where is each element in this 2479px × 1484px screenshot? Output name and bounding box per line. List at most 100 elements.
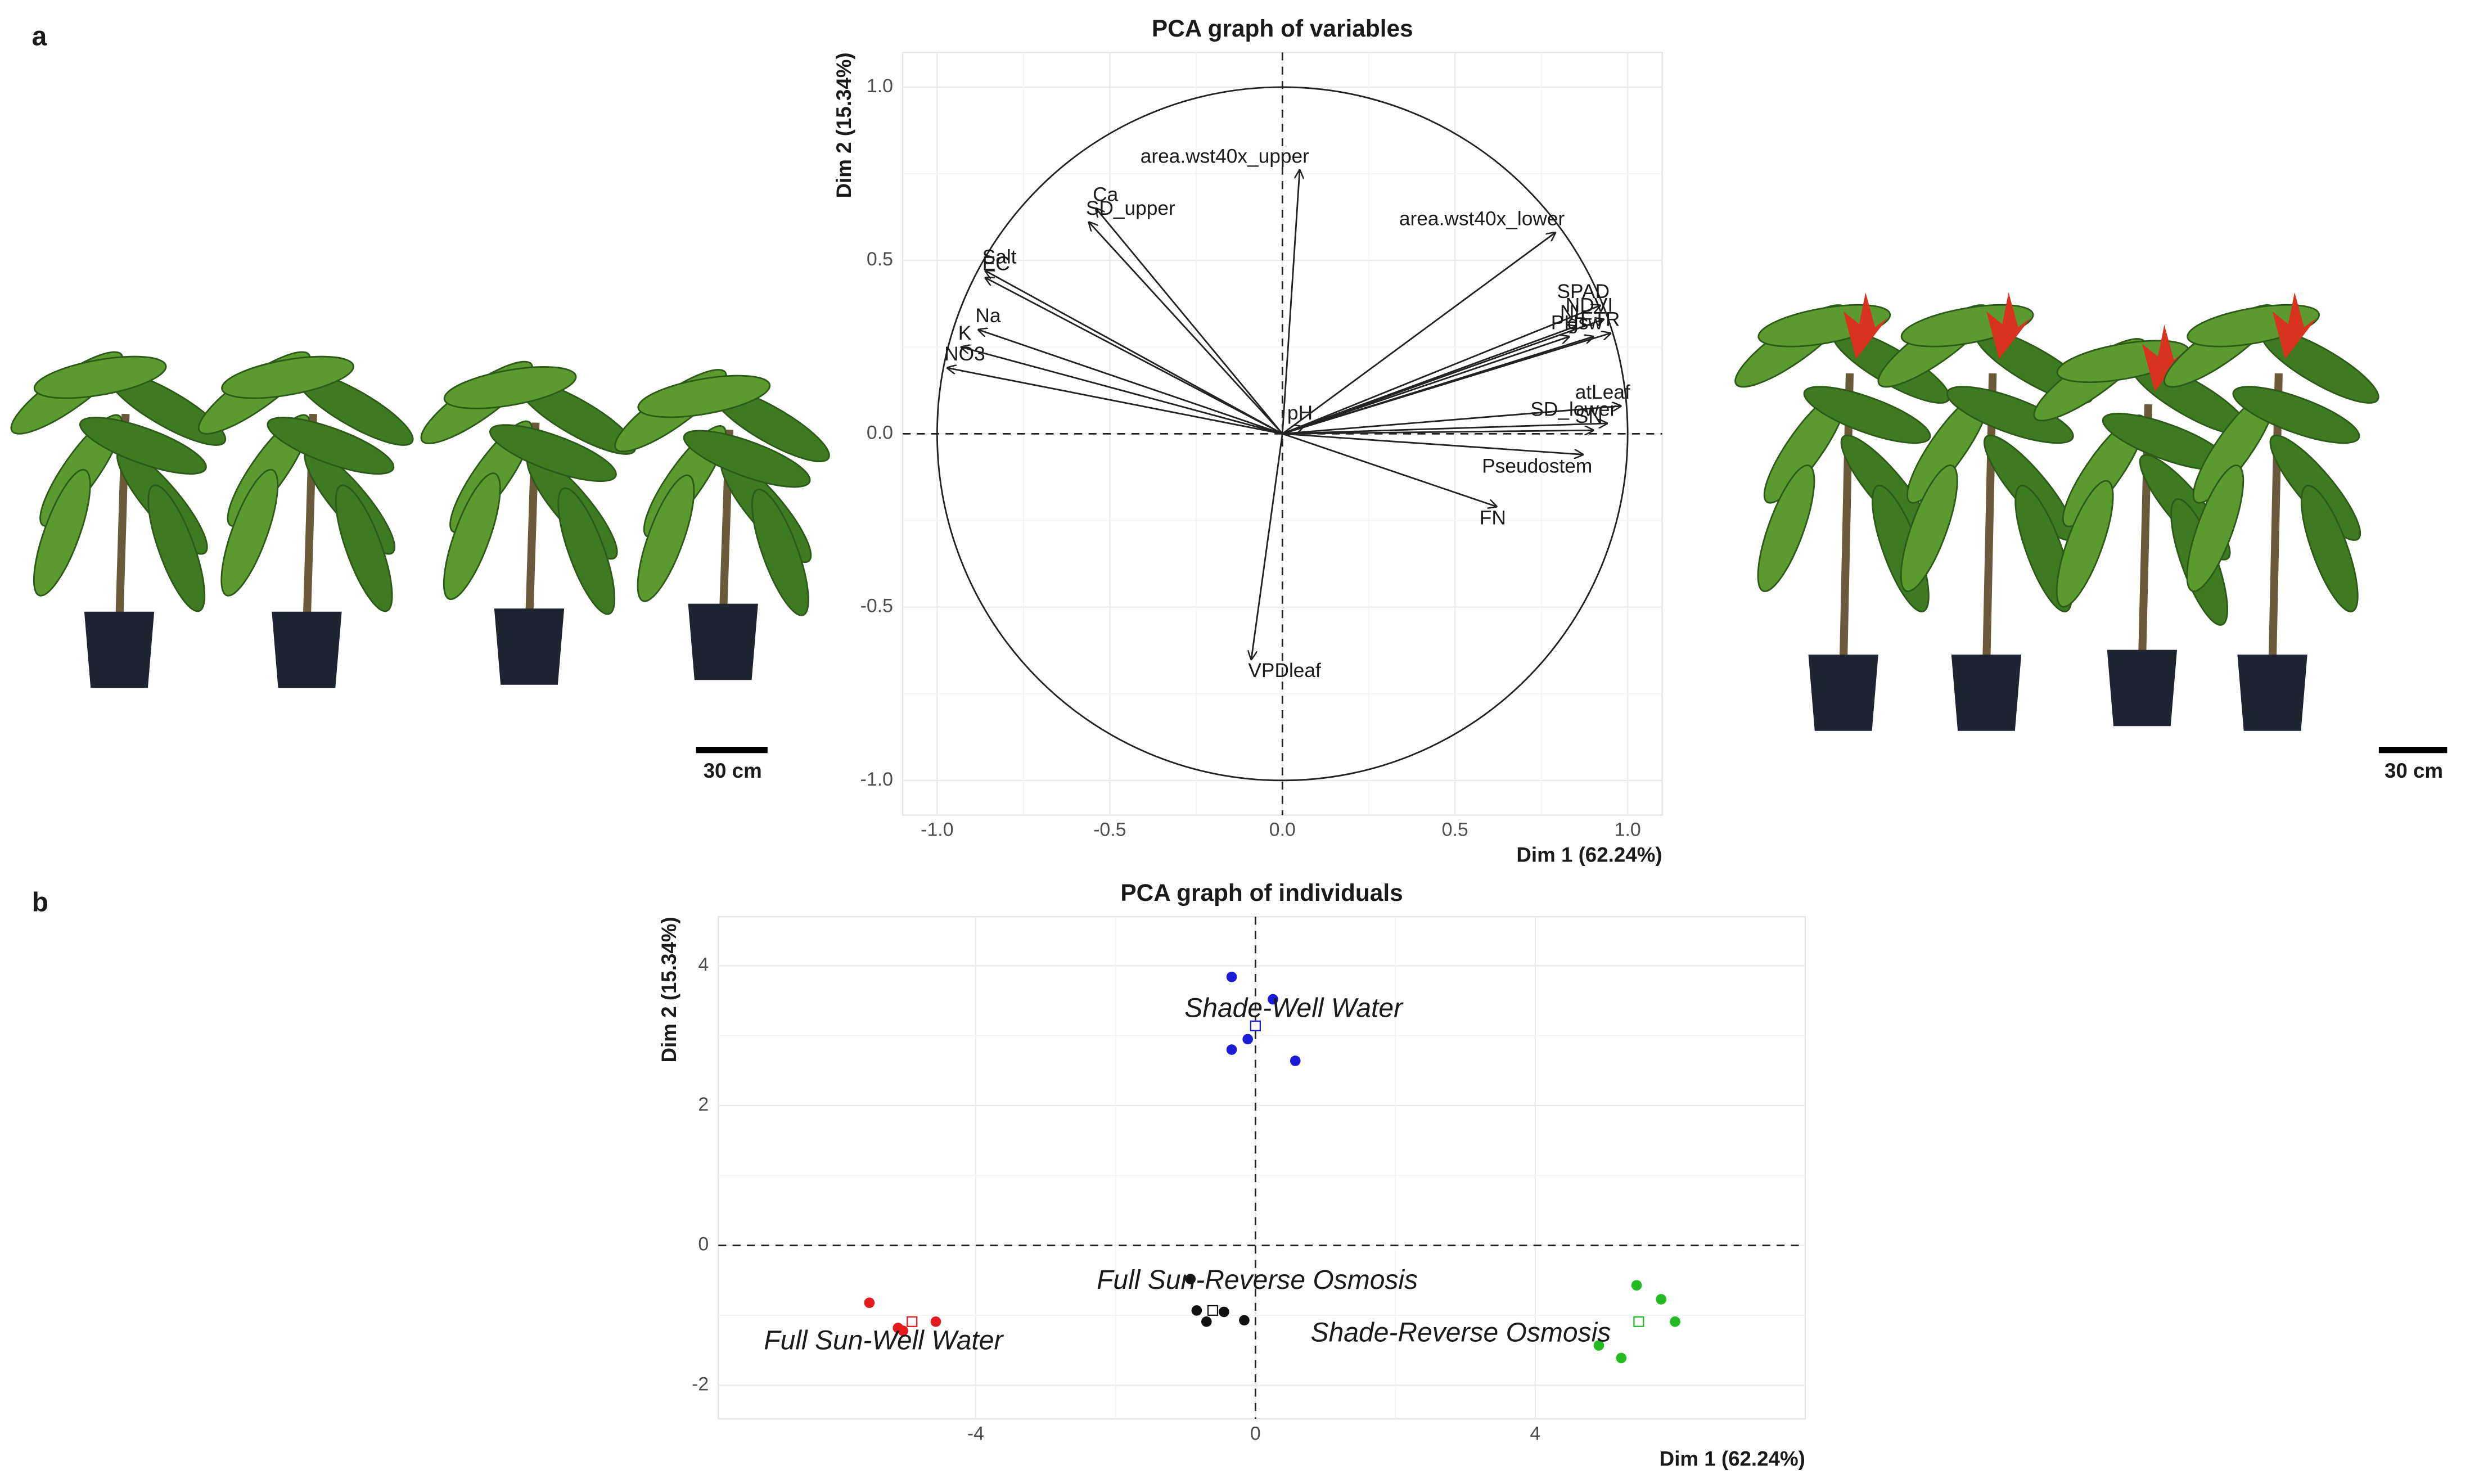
variable-label: SN <box>1575 405 1603 427</box>
point <box>1191 1305 1202 1316</box>
variable-label: area.wst40x_lower <box>1399 208 1565 230</box>
leaf <box>1757 464 1815 592</box>
point <box>1239 1315 1250 1326</box>
variable-label: Pseudostem <box>1482 455 1592 477</box>
variable-label: NL <box>1560 301 1585 323</box>
leaf <box>1757 304 1891 348</box>
loading-arrow <box>985 271 1283 435</box>
plot-area <box>718 916 1806 1420</box>
leaf <box>2186 464 2244 592</box>
variable-label: EC <box>982 253 1010 275</box>
x-axis-label: Dim 1 (62.24%) <box>1516 844 1662 867</box>
y-tick-label: 2 <box>698 1094 709 1115</box>
loading-arrow <box>1281 170 1300 434</box>
variable-label: area.wst40x_upper <box>1141 146 1309 168</box>
chart-title: PCA graph of variables <box>1152 15 1413 42</box>
leaf <box>220 468 279 597</box>
y-tick-label: 0.0 <box>867 422 893 443</box>
pot <box>1951 655 2022 731</box>
flower <box>2272 292 2317 359</box>
point <box>1226 1044 1237 1055</box>
y-axis-label: Dim 2 (15.34%) <box>832 52 855 198</box>
leaf <box>1803 386 1931 444</box>
variable-label: VPDleaf <box>1248 660 1321 682</box>
x-tick-label: 4 <box>1530 1423 1540 1444</box>
loading-arrow <box>1282 430 1593 434</box>
scale-bar-label: 30 cm <box>704 759 762 782</box>
variable-label: FN <box>1480 507 1506 529</box>
variable-label: atLeaf <box>1575 381 1630 403</box>
loading-arrow <box>1282 432 1583 454</box>
leaf <box>637 375 771 418</box>
variable-label: K <box>958 322 972 344</box>
pot <box>2237 655 2307 731</box>
group-mean <box>1207 1305 1219 1316</box>
leaf <box>267 417 395 475</box>
variable-label: NDVI <box>1566 295 1613 317</box>
loading-arrow <box>1282 305 1600 435</box>
y-tick-label: 4 <box>698 954 709 975</box>
variable-label: Salt <box>982 246 1017 268</box>
leaf <box>489 424 617 482</box>
point <box>1656 1294 1667 1305</box>
point <box>1593 1340 1604 1351</box>
leaf <box>2232 386 2360 444</box>
leaf <box>147 484 206 612</box>
y-tick-label: -2 <box>692 1373 709 1395</box>
pot <box>272 611 342 688</box>
x-tick-label: 1.0 <box>1615 819 1641 841</box>
x-tick-label: -4 <box>967 1423 984 1444</box>
loading-arrow <box>1282 423 1607 435</box>
point <box>1670 1316 1680 1327</box>
point <box>898 1325 908 1336</box>
y-tick-label: 1.0 <box>867 75 893 97</box>
photo-plants-right <box>1734 292 2379 731</box>
point <box>1219 1306 1229 1318</box>
leaf <box>443 366 577 409</box>
loading-arrow <box>1282 337 1569 435</box>
leaf <box>557 487 616 615</box>
pot <box>1808 655 1878 731</box>
variable-label: SPAD <box>1557 281 1610 303</box>
leaf <box>443 472 501 601</box>
scale-bar-label: 30 cm <box>2385 759 2443 782</box>
variable-label: PH <box>1551 312 1579 333</box>
group-mean <box>1633 1316 1644 1327</box>
point <box>1201 1316 1212 1327</box>
group-label: Full Sun-Reverse Osmosis <box>1097 1265 1418 1295</box>
pot <box>688 603 758 680</box>
flower <box>1843 292 1888 359</box>
point <box>1616 1352 1627 1364</box>
loading-arrow <box>1251 434 1283 659</box>
point <box>864 1297 875 1309</box>
point <box>1631 1280 1642 1291</box>
leaf <box>2056 480 2114 608</box>
group-label: Shade-Reverse Osmosis <box>1311 1318 1611 1348</box>
variable-label: NO3 <box>944 343 985 365</box>
loading-arrow <box>1089 222 1283 435</box>
x-axis-label: Dim 1 (62.24%) <box>1660 1447 1805 1470</box>
variable-label: pH <box>1287 402 1313 424</box>
point <box>1185 1274 1196 1284</box>
loading-arrow <box>1282 406 1621 435</box>
leaf <box>751 488 809 616</box>
group-mean <box>1250 1020 1261 1031</box>
variable-label: Ca <box>1093 183 1118 205</box>
point <box>1290 1056 1301 1066</box>
flower <box>1986 292 2031 359</box>
leaf <box>1946 386 2074 444</box>
pot <box>494 608 565 685</box>
x-tick-label: 0 <box>1250 1423 1261 1444</box>
panel-label: a <box>32 21 48 51</box>
loading-arrow <box>1282 333 1610 435</box>
leaf <box>33 355 167 399</box>
leaf <box>79 417 207 475</box>
leaf <box>2300 485 2359 612</box>
y-tick-label: 0 <box>698 1234 709 1255</box>
y-axis-label: Dim 2 (15.34%) <box>657 917 680 1062</box>
variable-label: SD_upper <box>1086 197 1175 219</box>
x-tick-label: -1.0 <box>921 819 953 841</box>
point <box>1226 971 1237 982</box>
loading-arrow <box>979 330 1283 435</box>
